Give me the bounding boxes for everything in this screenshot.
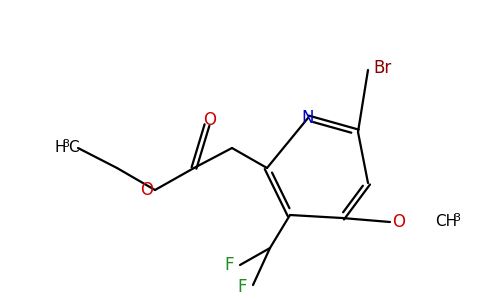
Text: N: N <box>302 109 314 127</box>
Text: C: C <box>68 140 78 155</box>
Text: H: H <box>55 140 66 155</box>
Text: 3: 3 <box>453 213 460 223</box>
Text: CH: CH <box>435 214 457 230</box>
Text: 3: 3 <box>62 139 69 149</box>
Text: O: O <box>140 181 153 199</box>
Text: Br: Br <box>373 59 391 77</box>
Text: O: O <box>203 111 216 129</box>
Text: F: F <box>225 256 234 274</box>
Text: O: O <box>392 213 405 231</box>
Text: F: F <box>238 278 247 296</box>
